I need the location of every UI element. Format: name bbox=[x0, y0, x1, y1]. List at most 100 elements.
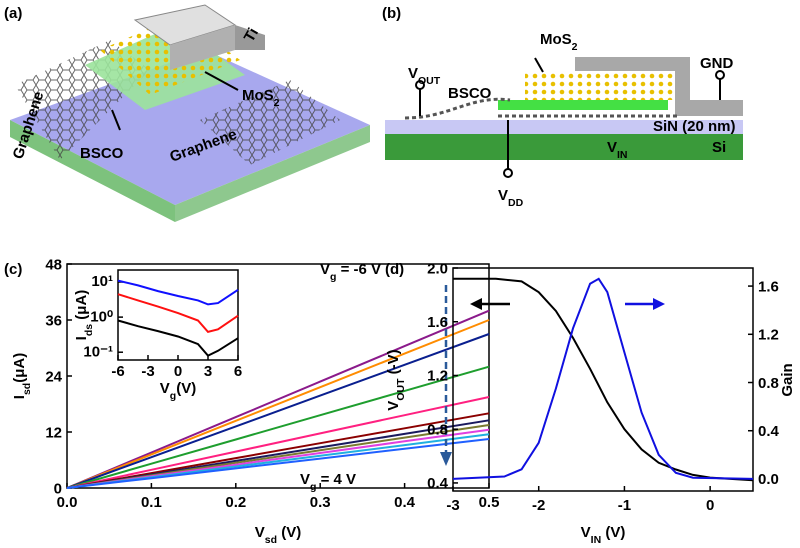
annotation-part: V bbox=[300, 471, 310, 488]
plot-frame bbox=[117, 269, 239, 361]
x-tick-label: 0.2 bbox=[225, 494, 246, 511]
panel-label: (a) bbox=[4, 5, 22, 22]
y2-tick-label: 1.2 bbox=[758, 327, 779, 344]
x-tick-label: 6 bbox=[234, 363, 242, 380]
arrow-head bbox=[440, 452, 452, 466]
x-axis-label: Vg(V) bbox=[160, 380, 196, 402]
label-vout: VOUT bbox=[408, 65, 441, 87]
y-tick-label: 0.4 bbox=[427, 475, 449, 492]
annotation: Vg = -6 V bbox=[320, 261, 381, 283]
label-mos2-part: 2 bbox=[572, 41, 578, 53]
data-line bbox=[66, 438, 490, 489]
y-tick-label: 10⁰ bbox=[90, 308, 113, 325]
y-tick-label: 36 bbox=[45, 312, 62, 329]
data-line bbox=[453, 277, 754, 482]
label-bsco: BSCO bbox=[80, 145, 124, 162]
device-cross-section bbox=[385, 57, 743, 178]
y-axis-label: Isd(μA) bbox=[11, 353, 33, 399]
x-tick-label: -3 bbox=[141, 363, 154, 380]
y-tick-label: 48 bbox=[45, 256, 62, 273]
annotation-part: = 4 V bbox=[316, 471, 356, 488]
label-mos2: MoS2 bbox=[540, 31, 578, 53]
label-vdd-part: V bbox=[498, 187, 508, 204]
annotation-part: g bbox=[330, 271, 336, 283]
label-vin-part: IN bbox=[617, 149, 628, 161]
label-mos2-part: MoS bbox=[540, 31, 572, 48]
x-axis-label-part: sd bbox=[265, 534, 277, 546]
x-tick-label: 0.1 bbox=[141, 494, 162, 511]
x-axis-label-part: g bbox=[170, 390, 176, 402]
y-axis-label-part: (μA) bbox=[11, 353, 28, 383]
panel-label: (c) bbox=[4, 261, 22, 278]
label-gnd: GND bbox=[700, 55, 734, 72]
x-tick-label: 3 bbox=[204, 363, 212, 380]
x-tick-label: -2 bbox=[532, 497, 545, 514]
x-axis-label-part: (V) bbox=[277, 524, 301, 541]
x-tick-label: 0.4 bbox=[394, 494, 416, 511]
y-axis-label: VOUT (-V) bbox=[385, 349, 407, 410]
data-line bbox=[117, 293, 239, 334]
x-tick-label: 0 bbox=[706, 497, 714, 514]
y-axis-label: Ids (μA) bbox=[73, 290, 95, 341]
x-tick-label: 0.3 bbox=[310, 494, 331, 511]
data-line bbox=[66, 309, 490, 489]
y-tick-label: 10¹ bbox=[91, 273, 113, 290]
x-axis-label-part: V bbox=[255, 524, 265, 541]
y2-axis-label: Gain bbox=[779, 363, 796, 396]
x-axis-label-part: (V) bbox=[601, 524, 625, 541]
data-line bbox=[66, 365, 490, 489]
label-vout-part: OUT bbox=[418, 75, 441, 87]
label-vdd-part: DD bbox=[508, 197, 524, 209]
y2-tick-label: 1.6 bbox=[758, 278, 779, 295]
y-axis-label-part: I bbox=[11, 395, 28, 399]
x-tick-label: -6 bbox=[111, 363, 124, 380]
annotation: Vg = 4 V bbox=[300, 471, 356, 493]
device-3d bbox=[10, 4, 370, 222]
annotation-part: g bbox=[310, 481, 316, 493]
panel-label: (d) bbox=[385, 261, 404, 278]
label-vin: VIN bbox=[607, 139, 628, 161]
arrow-head bbox=[653, 298, 665, 310]
y-axis-label-part: (-V) bbox=[385, 349, 402, 378]
y-axis-label-part: V bbox=[385, 401, 402, 411]
y2-tick-label: 0.0 bbox=[758, 471, 779, 488]
x-tick-label: 0 bbox=[174, 363, 182, 380]
data-line bbox=[66, 333, 490, 489]
x-axis-label: VIN (V) bbox=[581, 524, 626, 546]
label-si: Si bbox=[712, 139, 726, 156]
y-axis-label-part: ds bbox=[83, 324, 95, 336]
x-axis-label: Vsd (V) bbox=[255, 524, 301, 546]
label-mos2: MoS2 bbox=[242, 87, 280, 109]
label-vin-part: V bbox=[607, 139, 617, 156]
y2-tick-label: 0.8 bbox=[758, 375, 779, 392]
y2-tick-label: 0.4 bbox=[758, 423, 780, 440]
data-line bbox=[66, 412, 490, 489]
x-tick-label: 0.5 bbox=[479, 494, 500, 511]
y-tick-label: 24 bbox=[45, 368, 62, 385]
data-line bbox=[66, 396, 490, 489]
label-bsco: BSCO bbox=[448, 85, 492, 102]
y-axis-label-part: (μA) bbox=[73, 290, 90, 324]
x-tick-label: -3 bbox=[446, 497, 459, 514]
y-tick-label: 0 bbox=[54, 480, 62, 497]
y-axis-label-part: I bbox=[73, 336, 90, 340]
y-tick-label: 0.8 bbox=[427, 421, 448, 438]
annotation-part: = -6 V bbox=[336, 261, 381, 278]
y-tick-label: 10⁻¹ bbox=[83, 343, 113, 360]
y-axis-label-part: sd bbox=[21, 383, 33, 395]
arrow-head bbox=[470, 298, 482, 310]
plot-frame bbox=[452, 267, 754, 492]
label-sin: SiN (20 nm) bbox=[653, 118, 736, 135]
y-tick-label: 1.6 bbox=[427, 314, 448, 331]
y-tick-label: 12 bbox=[45, 424, 62, 441]
label-vdd: VDD bbox=[498, 187, 524, 209]
panel-label: (b) bbox=[382, 5, 401, 22]
data-line bbox=[452, 277, 754, 480]
annotation-part: V bbox=[320, 261, 330, 278]
y-tick-label: 1.2 bbox=[427, 368, 448, 385]
x-axis-label-part: IN bbox=[591, 534, 602, 546]
data-line bbox=[117, 319, 239, 357]
y-tick-label: 2.0 bbox=[427, 260, 448, 277]
data-line bbox=[117, 279, 239, 306]
